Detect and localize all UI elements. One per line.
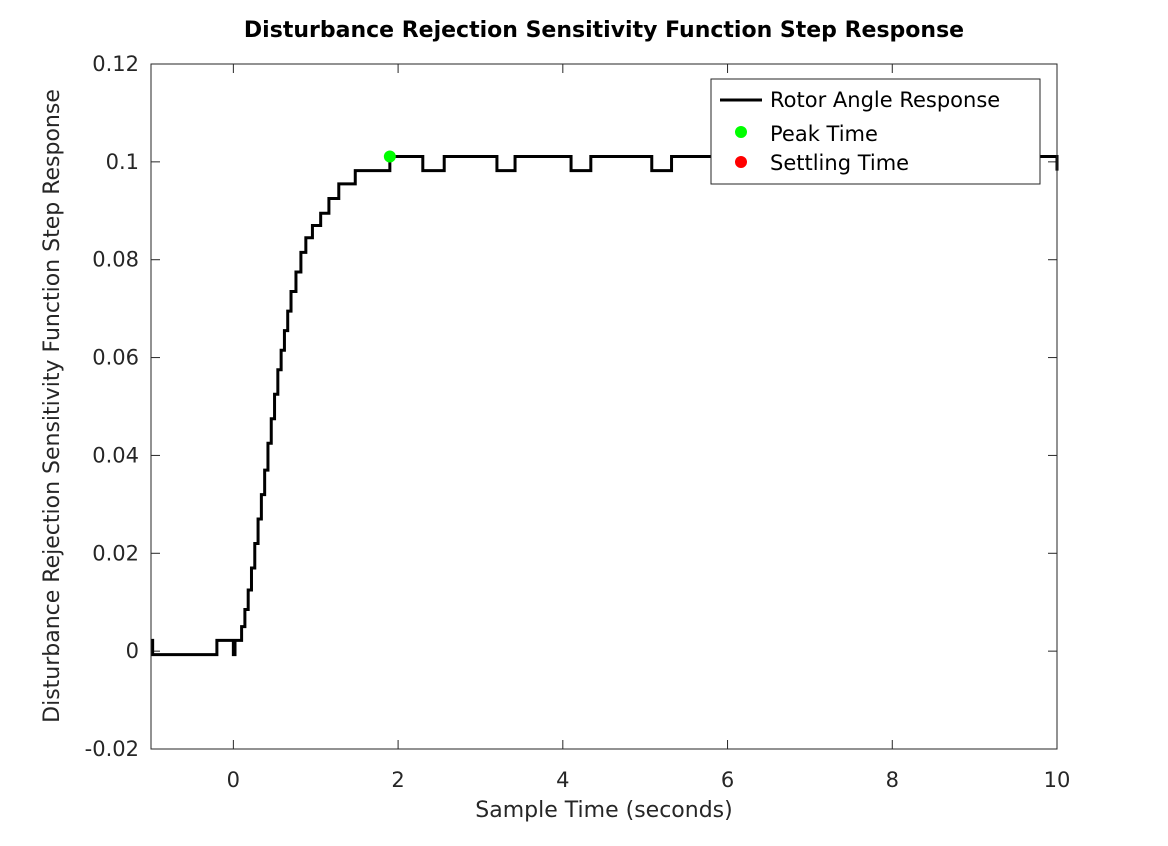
x-tick-labels: 0 2 4 6 8 10	[227, 768, 1071, 792]
legend-label-peak-time: Peak Time	[770, 122, 878, 146]
legend-marker-settling-time	[735, 156, 747, 168]
y-axis-label: Disturbance Rejection Sensitivity Functi…	[40, 89, 65, 723]
legend-label-settling-time: Settling Time	[770, 151, 909, 175]
x-tick-label: 8	[886, 768, 899, 792]
legend-box	[710, 78, 1041, 185]
x-tick-label: 4	[556, 768, 569, 792]
y-tick-label: 0.04	[92, 443, 139, 467]
y-tick-label: 0.12	[92, 52, 139, 76]
legend-marker-peak-time	[735, 126, 747, 138]
y-tick-label: 0.08	[92, 248, 139, 272]
legend: Rotor Angle Response Peak Time Settling …	[710, 78, 1041, 185]
y-tick-label: 0	[126, 639, 139, 663]
series-line-rotor-angle-response	[151, 154, 1059, 657]
y-tick-labels: -0.02 0 0.02 0.04 0.06 0.08 0.1 0.12	[85, 52, 139, 761]
y-tick-label: 0.02	[92, 541, 139, 565]
x-tick-label: 6	[721, 768, 734, 792]
x-tick-label: 10	[1044, 768, 1071, 792]
y-tick-label: 0.1	[106, 150, 139, 174]
x-axis-label: Sample Time (seconds)	[475, 798, 732, 823]
x-tick-label: 2	[391, 768, 404, 792]
x-tick-label: 0	[227, 768, 240, 792]
y-tick-label: -0.02	[85, 737, 139, 761]
y-tick-label: 0.06	[92, 346, 139, 370]
series-layer	[151, 154, 1059, 657]
chart-title: Disturbance Rejection Sensitivity Functi…	[244, 18, 964, 43]
marker-layer	[383, 150, 396, 163]
legend-label-rotor-angle-response: Rotor Angle Response	[770, 88, 1000, 112]
plot-frame	[150, 63, 1058, 750]
marker-peak-time	[383, 150, 396, 163]
